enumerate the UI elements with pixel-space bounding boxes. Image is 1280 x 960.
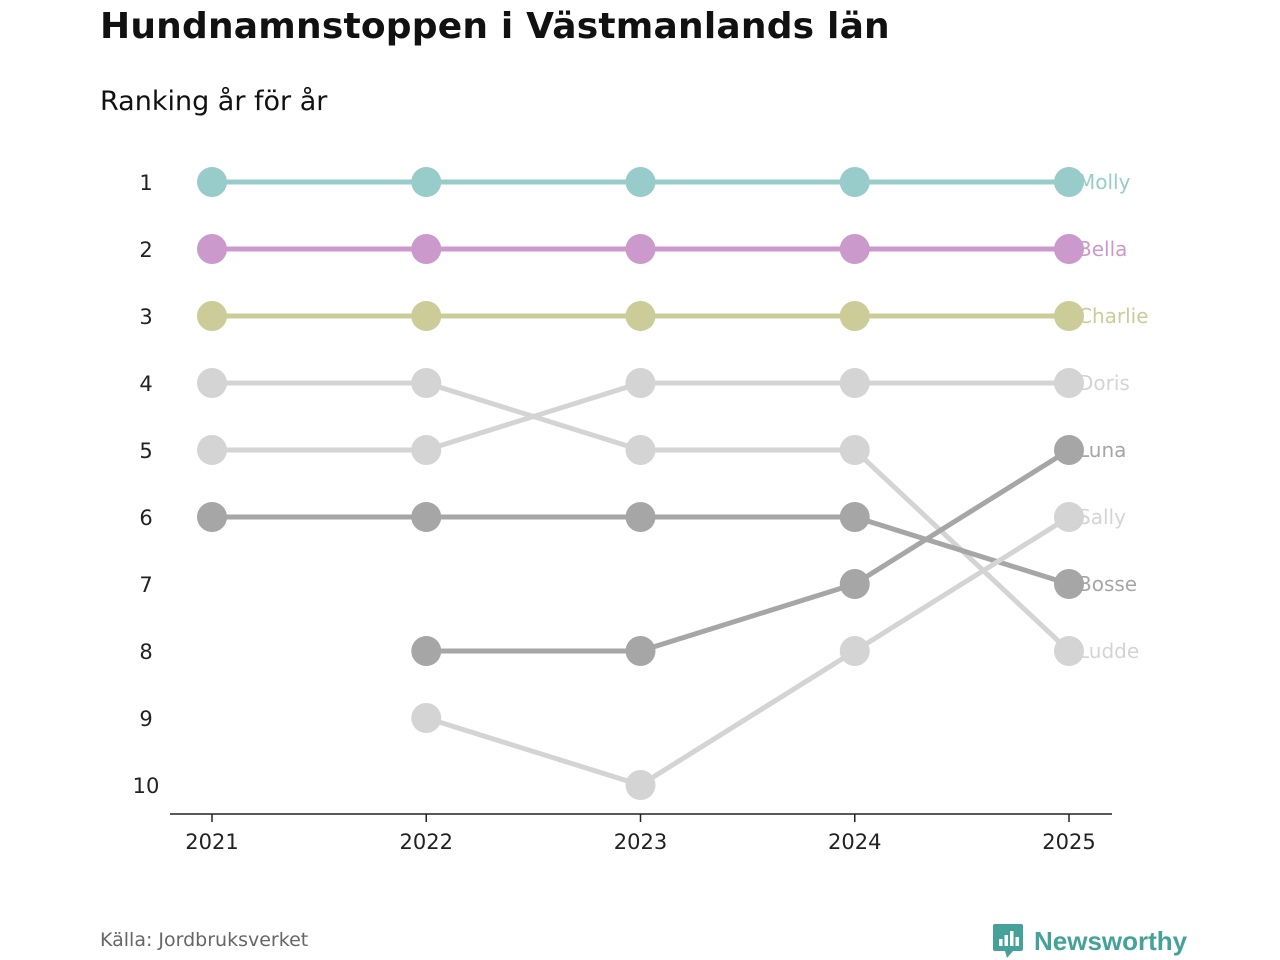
series-label-luna: Luna bbox=[1078, 438, 1126, 462]
y-tick-label: 1 bbox=[139, 171, 152, 195]
y-tick-label: 4 bbox=[139, 372, 152, 396]
data-point-molly bbox=[411, 167, 442, 197]
series-label-molly: Molly bbox=[1078, 170, 1131, 194]
data-point-sally bbox=[839, 636, 870, 666]
chart-title: Hundnamnstoppen i Västmanlands län bbox=[100, 6, 890, 47]
data-point-ludde bbox=[411, 368, 442, 398]
data-point-doris bbox=[411, 435, 442, 465]
data-point-molly bbox=[1054, 167, 1084, 197]
x-tick-label: 2023 bbox=[614, 830, 667, 854]
data-point-doris bbox=[625, 368, 656, 398]
chart-subtitle: Ranking år för år bbox=[100, 86, 328, 117]
y-tick-label: 8 bbox=[139, 640, 152, 664]
data-point-doris bbox=[1054, 368, 1084, 398]
y-tick-label: 6 bbox=[139, 506, 152, 530]
data-point-bosse bbox=[411, 502, 442, 532]
data-point-ludde bbox=[625, 435, 656, 465]
y-tick-label: 7 bbox=[139, 573, 152, 597]
data-point-sally bbox=[1054, 502, 1084, 532]
x-tick-label: 2022 bbox=[400, 830, 453, 854]
series-charlie: Charlie bbox=[197, 301, 1149, 331]
y-tick-label: 5 bbox=[139, 439, 152, 463]
series-layer: Ludde Bosse Sally Luna Doris Charlie Bella Moll… bbox=[197, 167, 1149, 800]
newsworthy-icon bbox=[993, 924, 1023, 958]
data-point-bella bbox=[411, 234, 442, 264]
data-point-molly bbox=[197, 167, 227, 197]
x-tick-label: 2025 bbox=[1042, 830, 1095, 854]
data-point-luna bbox=[839, 569, 870, 599]
series-label-sally: Sally bbox=[1078, 505, 1126, 529]
brand-logo: Newsworthy bbox=[992, 922, 1187, 960]
series-label-bosse: Bosse bbox=[1078, 572, 1137, 596]
series-ludde: Ludde bbox=[197, 368, 1139, 666]
y-tick-label: 3 bbox=[139, 305, 152, 329]
data-point-bosse bbox=[1054, 569, 1084, 599]
series-line-sally bbox=[423, 514, 1072, 788]
data-point-luna bbox=[411, 636, 442, 666]
data-point-bella bbox=[1054, 234, 1084, 264]
data-point-ludde bbox=[197, 368, 227, 398]
source-note: Källa: Jordbruksverket bbox=[100, 929, 309, 951]
y-tick-label: 2 bbox=[139, 238, 152, 262]
data-point-bosse bbox=[197, 502, 227, 532]
series-label-bella: Bella bbox=[1078, 237, 1127, 261]
data-point-bella bbox=[839, 234, 870, 264]
series-label-ludde: Ludde bbox=[1078, 639, 1139, 663]
bump-chart: 1 2 3 4 5 6 7 8 9 10 2021 2022 2023 2024 2025 Ludde Bo… bbox=[133, 167, 1149, 854]
data-point-luna bbox=[1054, 435, 1084, 465]
data-point-bosse bbox=[839, 502, 870, 532]
y-tick-label: 9 bbox=[139, 707, 152, 731]
series-label-charlie: Charlie bbox=[1078, 304, 1149, 328]
data-point-charlie bbox=[839, 301, 870, 331]
data-point-doris bbox=[839, 368, 870, 398]
data-point-charlie bbox=[411, 301, 442, 331]
data-point-charlie bbox=[197, 301, 227, 331]
x-tick-label: 2021 bbox=[185, 830, 238, 854]
data-point-ludde bbox=[1054, 636, 1084, 666]
x-tick-label: 2024 bbox=[828, 830, 881, 854]
brand-name: Newsworthy bbox=[1034, 925, 1188, 956]
data-point-molly bbox=[625, 167, 656, 197]
x-axis: 2021 2022 2023 2024 2025 bbox=[170, 813, 1112, 854]
series-molly: Molly bbox=[197, 167, 1131, 197]
data-point-luna bbox=[625, 636, 656, 666]
data-point-molly bbox=[839, 167, 870, 197]
data-point-sally bbox=[625, 770, 656, 800]
series-luna: Luna bbox=[411, 435, 1126, 666]
series-doris: Doris bbox=[197, 368, 1130, 465]
series-line-luna bbox=[423, 447, 1072, 654]
data-point-bella bbox=[625, 234, 656, 264]
series-sally: Sally bbox=[411, 502, 1126, 800]
y-axis: 1 2 3 4 5 6 7 8 9 10 bbox=[133, 171, 160, 798]
series-label-doris: Doris bbox=[1078, 371, 1130, 395]
series-bella: Bella bbox=[197, 234, 1127, 264]
data-point-charlie bbox=[625, 301, 656, 331]
y-tick-label: 10 bbox=[133, 774, 160, 798]
data-point-charlie bbox=[1054, 301, 1084, 331]
data-point-sally bbox=[411, 703, 442, 733]
data-point-doris bbox=[197, 435, 227, 465]
data-point-bella bbox=[197, 234, 227, 264]
data-point-bosse bbox=[625, 502, 656, 532]
data-point-ludde bbox=[839, 435, 870, 465]
